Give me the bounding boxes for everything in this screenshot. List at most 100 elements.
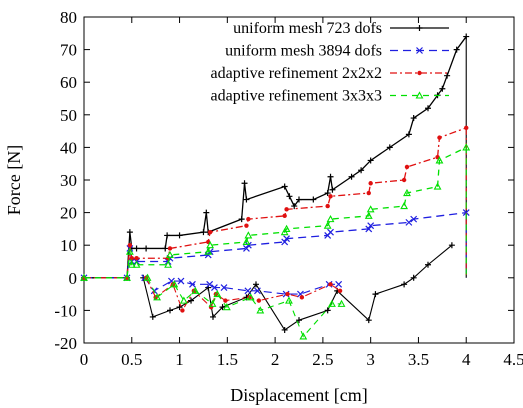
x-tick-label: 3 xyxy=(366,350,375,369)
data-point xyxy=(401,281,408,288)
y-axis-label: Force [N] xyxy=(4,145,24,215)
data-point xyxy=(368,181,373,186)
y-tick-label: 10 xyxy=(60,236,77,255)
data-point xyxy=(256,298,262,303)
data-point xyxy=(425,105,431,112)
data-point xyxy=(254,287,261,295)
data-point xyxy=(366,190,371,196)
data-point xyxy=(143,245,150,252)
data-point xyxy=(127,243,133,248)
data-point xyxy=(282,213,287,219)
data-point xyxy=(243,245,250,252)
data-point xyxy=(326,214,335,223)
data-point xyxy=(416,47,423,54)
data-point xyxy=(143,273,152,281)
data-point xyxy=(437,135,442,140)
x-tick-label: 2 xyxy=(271,350,280,369)
data-point xyxy=(167,246,173,251)
data-point xyxy=(153,293,162,301)
data-point xyxy=(219,304,226,311)
data-point xyxy=(403,188,411,197)
data-point xyxy=(285,296,293,304)
legend-label: uniform mesh 723 dofs xyxy=(233,20,382,37)
data-point xyxy=(170,280,179,288)
data-point xyxy=(439,85,446,92)
legend-label: adaptive refinement 2x2x2 xyxy=(211,65,383,82)
x-tick-label: 0 xyxy=(80,350,89,369)
data-point xyxy=(453,46,460,53)
data-point xyxy=(223,298,228,303)
data-point xyxy=(335,280,343,288)
data-point xyxy=(242,237,251,245)
data-point xyxy=(238,216,245,223)
data-point xyxy=(126,229,133,236)
data-point xyxy=(324,307,331,314)
data-point xyxy=(162,245,169,252)
x-tick-label: 1 xyxy=(175,350,184,369)
series-line xyxy=(84,127,467,279)
data-point xyxy=(123,273,131,281)
data-point xyxy=(177,277,185,285)
data-point xyxy=(206,280,214,288)
data-point xyxy=(444,72,451,79)
data-point xyxy=(166,250,174,259)
data-point xyxy=(282,224,291,232)
data-point xyxy=(80,273,88,281)
x-tick-label: 4.5 xyxy=(503,350,523,369)
data-point xyxy=(337,288,343,294)
data-point xyxy=(404,164,410,170)
data-point xyxy=(222,302,231,311)
series-unload-line xyxy=(145,277,341,312)
data-point xyxy=(410,215,418,223)
data-point xyxy=(410,115,417,122)
data-point xyxy=(188,297,195,304)
data-point xyxy=(256,306,265,314)
data-point xyxy=(133,245,140,252)
data-point xyxy=(127,260,136,268)
data-point xyxy=(125,247,134,255)
y-tick-label: 70 xyxy=(60,41,77,60)
data-point xyxy=(246,293,255,301)
y-tick-label: 50 xyxy=(60,106,77,125)
data-point xyxy=(365,317,372,324)
data-point xyxy=(325,203,330,209)
data-point xyxy=(327,173,334,180)
data-point xyxy=(433,182,442,190)
data-point xyxy=(416,25,423,31)
legend-label: adaptive refinement 3x3x3 xyxy=(211,88,383,105)
data-point xyxy=(208,299,217,307)
data-point xyxy=(364,211,373,219)
data-point xyxy=(176,232,183,239)
data-point xyxy=(410,274,417,281)
data-point xyxy=(435,156,444,164)
y-tick-label: 80 xyxy=(60,8,77,27)
data-point xyxy=(210,313,216,320)
series-layer xyxy=(80,33,471,340)
data-point xyxy=(323,221,332,229)
y-tick-label: 40 xyxy=(60,138,77,157)
data-point xyxy=(328,282,333,287)
x-tick-label: 1.5 xyxy=(217,350,238,369)
data-point xyxy=(164,260,173,268)
data-point xyxy=(244,241,252,249)
x-tick-label: 4 xyxy=(462,350,471,369)
y-tick-label: 60 xyxy=(60,73,77,92)
data-point xyxy=(372,291,379,298)
series-2 xyxy=(80,209,470,298)
series-unload-line xyxy=(144,277,339,295)
data-point xyxy=(176,304,183,311)
data-point xyxy=(283,235,291,243)
data-point xyxy=(400,201,409,210)
data-point xyxy=(310,196,317,203)
series-unload-line xyxy=(142,244,453,331)
data-point xyxy=(386,144,393,151)
data-point xyxy=(296,196,302,203)
data-point xyxy=(132,260,141,268)
data-point xyxy=(244,231,253,239)
data-point xyxy=(241,180,248,187)
data-point xyxy=(366,205,375,213)
data-point xyxy=(211,284,218,292)
data-point xyxy=(425,261,431,268)
data-point xyxy=(299,332,308,340)
data-point xyxy=(448,242,455,249)
